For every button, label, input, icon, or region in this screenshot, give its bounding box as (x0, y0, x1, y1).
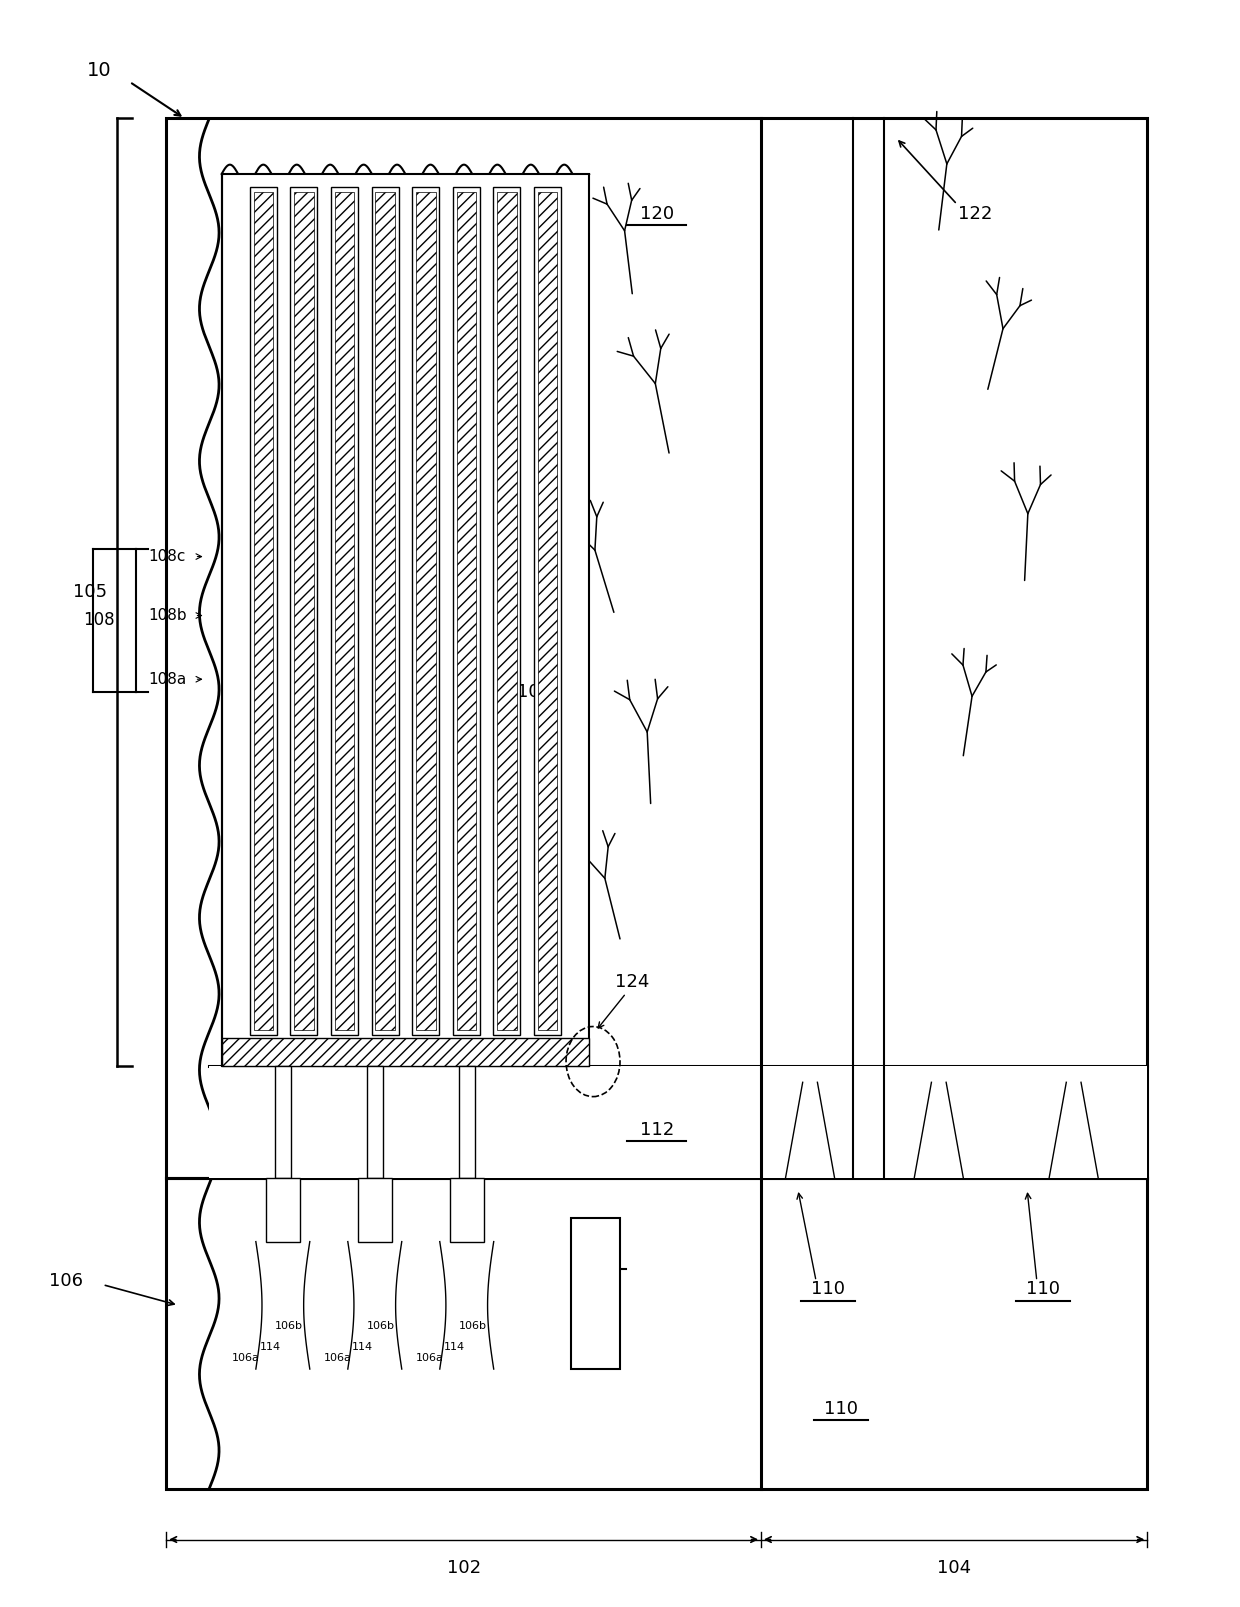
Text: 104: 104 (937, 1559, 971, 1576)
Text: 110: 110 (811, 1281, 846, 1298)
Text: 108c: 108c (148, 550, 185, 564)
Bar (290, 186, 317, 1035)
Bar (456, 191, 476, 1030)
Bar (294, 191, 314, 1030)
Bar (335, 191, 355, 1030)
Bar (415, 191, 435, 1030)
Text: 108: 108 (83, 611, 115, 630)
Text: 106: 106 (48, 1273, 83, 1290)
Text: 106b: 106b (459, 1321, 487, 1331)
Text: 102: 102 (446, 1559, 481, 1576)
Bar (249, 186, 277, 1035)
Text: 120: 120 (640, 206, 673, 223)
Text: 114: 114 (352, 1342, 373, 1351)
Bar (412, 186, 439, 1035)
Text: 106b: 106b (367, 1321, 394, 1331)
Text: 108b: 108b (148, 607, 186, 624)
Text: 114: 114 (260, 1342, 281, 1351)
Text: 109: 109 (517, 683, 552, 701)
Text: 112: 112 (640, 1122, 673, 1139)
Text: 116: 116 (582, 1249, 616, 1266)
Text: 108a: 108a (148, 672, 186, 686)
Text: 114: 114 (444, 1342, 465, 1351)
Bar (253, 191, 273, 1030)
Text: 106a: 106a (232, 1353, 260, 1363)
Bar (331, 186, 358, 1035)
Text: 105: 105 (73, 583, 108, 601)
Text: 106a: 106a (415, 1353, 444, 1363)
Bar (275, 1067, 291, 1178)
Text: 122: 122 (959, 206, 993, 223)
Bar (372, 186, 398, 1035)
Bar (357, 1178, 392, 1242)
Bar (453, 186, 480, 1035)
Bar (450, 1178, 484, 1242)
Text: 106a: 106a (324, 1353, 352, 1363)
Text: 106b: 106b (275, 1321, 303, 1331)
Bar (265, 1178, 300, 1242)
Bar (494, 186, 521, 1035)
Bar (376, 191, 396, 1030)
Bar (166, 119, 1147, 1488)
Text: 110: 110 (1025, 1281, 1060, 1298)
Bar (570, 1218, 620, 1369)
Bar (497, 191, 517, 1030)
Text: 10: 10 (87, 61, 112, 80)
Bar (222, 1038, 589, 1067)
Bar (534, 186, 560, 1035)
Bar (222, 174, 589, 1067)
Text: 110: 110 (823, 1400, 858, 1417)
Bar (538, 191, 557, 1030)
Bar (367, 1067, 383, 1178)
Bar (210, 1067, 1147, 1178)
Bar (459, 1067, 475, 1178)
Text: 124: 124 (615, 972, 650, 992)
